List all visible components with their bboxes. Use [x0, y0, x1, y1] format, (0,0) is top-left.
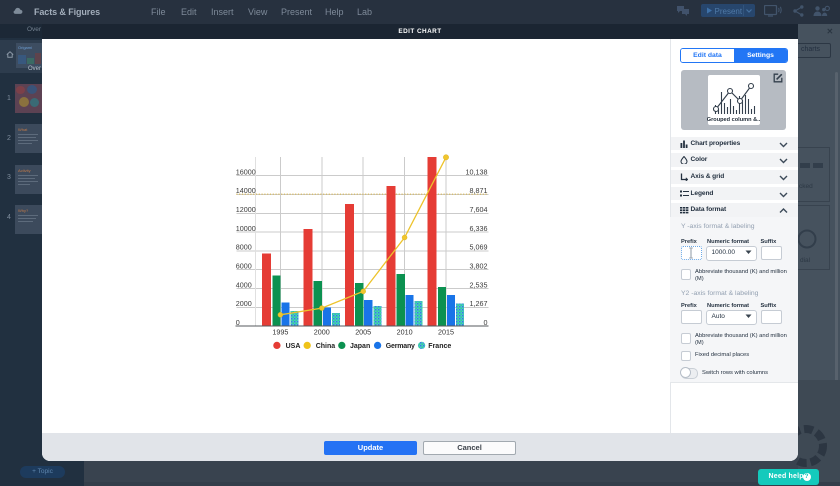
svg-text:2000: 2000: [314, 327, 330, 336]
svg-text:6,336: 6,336: [470, 224, 488, 233]
svg-text:2,535: 2,535: [470, 280, 488, 289]
svg-text:7,604: 7,604: [470, 205, 488, 214]
svg-text:China: China: [316, 343, 336, 350]
svg-text:Germany: Germany: [386, 343, 415, 350]
svg-text:1995: 1995: [272, 327, 288, 336]
svg-text:1,267: 1,267: [470, 299, 488, 308]
svg-text:USA: USA: [286, 343, 301, 350]
svg-text:2010: 2010: [397, 327, 413, 336]
svg-text:2005: 2005: [355, 327, 371, 336]
svg-text:8000: 8000: [236, 243, 252, 252]
svg-text:14000: 14000: [236, 186, 256, 195]
svg-text:2015: 2015: [438, 327, 454, 336]
svg-text:12000: 12000: [236, 205, 256, 214]
svg-text:5,069: 5,069: [470, 243, 488, 252]
svg-text:10000: 10000: [236, 224, 256, 233]
svg-text:4000: 4000: [236, 280, 252, 289]
svg-text:10,138: 10,138: [466, 167, 488, 176]
svg-text:Japan: Japan: [350, 343, 370, 350]
svg-text:6000: 6000: [236, 261, 252, 270]
svg-text:0: 0: [484, 318, 488, 327]
svg-text:16000: 16000: [236, 167, 256, 176]
svg-text:8,871: 8,871: [470, 186, 488, 195]
svg-text:3,802: 3,802: [470, 261, 488, 270]
svg-text:0: 0: [236, 318, 240, 327]
svg-text:2000: 2000: [236, 299, 252, 308]
svg-text:France: France: [428, 343, 451, 350]
